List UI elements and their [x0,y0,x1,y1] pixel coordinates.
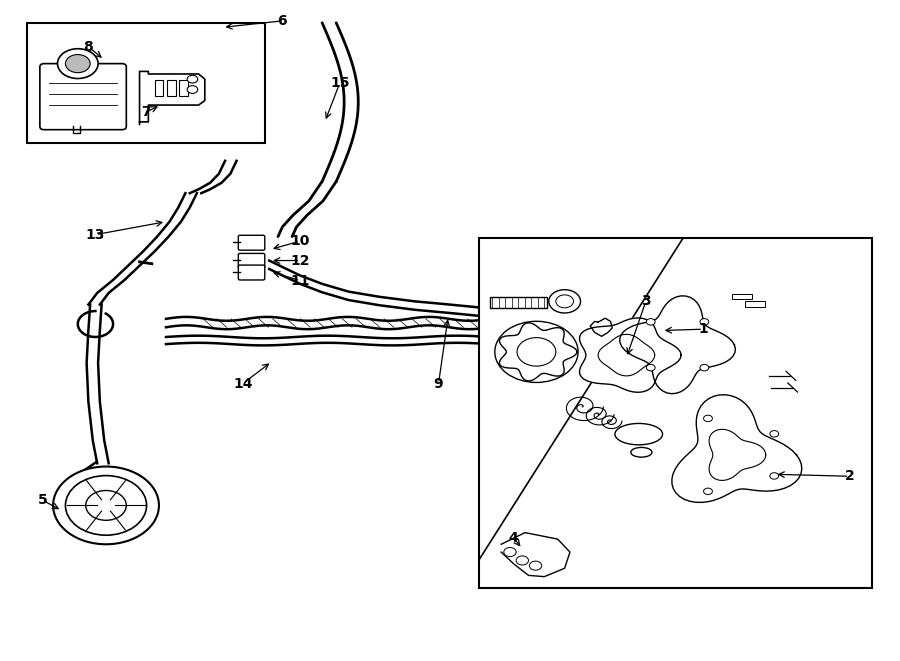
Bar [745,301,765,307]
Circle shape [58,49,98,79]
Text: 5: 5 [38,493,48,507]
Bar [479,238,871,588]
Circle shape [556,295,573,308]
Text: 13: 13 [86,227,105,242]
Bar [733,293,751,299]
Circle shape [504,547,517,557]
Circle shape [549,290,580,313]
Circle shape [704,488,713,494]
Bar [490,297,547,308]
Text: 10: 10 [291,234,310,248]
Circle shape [66,55,90,73]
Text: 15: 15 [330,76,349,90]
Bar [155,81,164,96]
Circle shape [646,319,655,325]
Circle shape [66,476,147,535]
Circle shape [700,319,709,325]
Bar [166,81,176,96]
Circle shape [517,556,528,565]
Circle shape [700,364,709,371]
Polygon shape [580,318,681,392]
Text: 2: 2 [845,469,854,483]
Text: 11: 11 [291,274,310,288]
Text: 7: 7 [141,105,150,119]
Polygon shape [672,395,802,502]
Text: 12: 12 [291,254,310,268]
Ellipse shape [631,447,652,457]
Text: 3: 3 [641,294,651,308]
Bar [27,23,265,143]
FancyBboxPatch shape [238,235,265,250]
Circle shape [770,430,778,437]
Circle shape [187,75,198,83]
Text: 8: 8 [84,40,94,54]
Circle shape [770,473,778,479]
Circle shape [53,467,159,544]
Polygon shape [501,533,570,576]
Bar [179,81,188,96]
FancyBboxPatch shape [238,253,265,268]
Text: 9: 9 [434,377,444,391]
Text: 1: 1 [698,322,708,336]
Circle shape [86,490,126,520]
Circle shape [517,338,556,366]
Circle shape [529,561,542,570]
FancyBboxPatch shape [40,63,126,130]
Circle shape [646,364,655,371]
FancyBboxPatch shape [238,265,265,280]
Text: 6: 6 [277,14,287,28]
Ellipse shape [615,424,662,445]
Circle shape [187,86,198,93]
Circle shape [704,415,713,422]
Text: 4: 4 [508,531,518,545]
Text: 14: 14 [233,377,253,391]
Polygon shape [620,296,735,394]
